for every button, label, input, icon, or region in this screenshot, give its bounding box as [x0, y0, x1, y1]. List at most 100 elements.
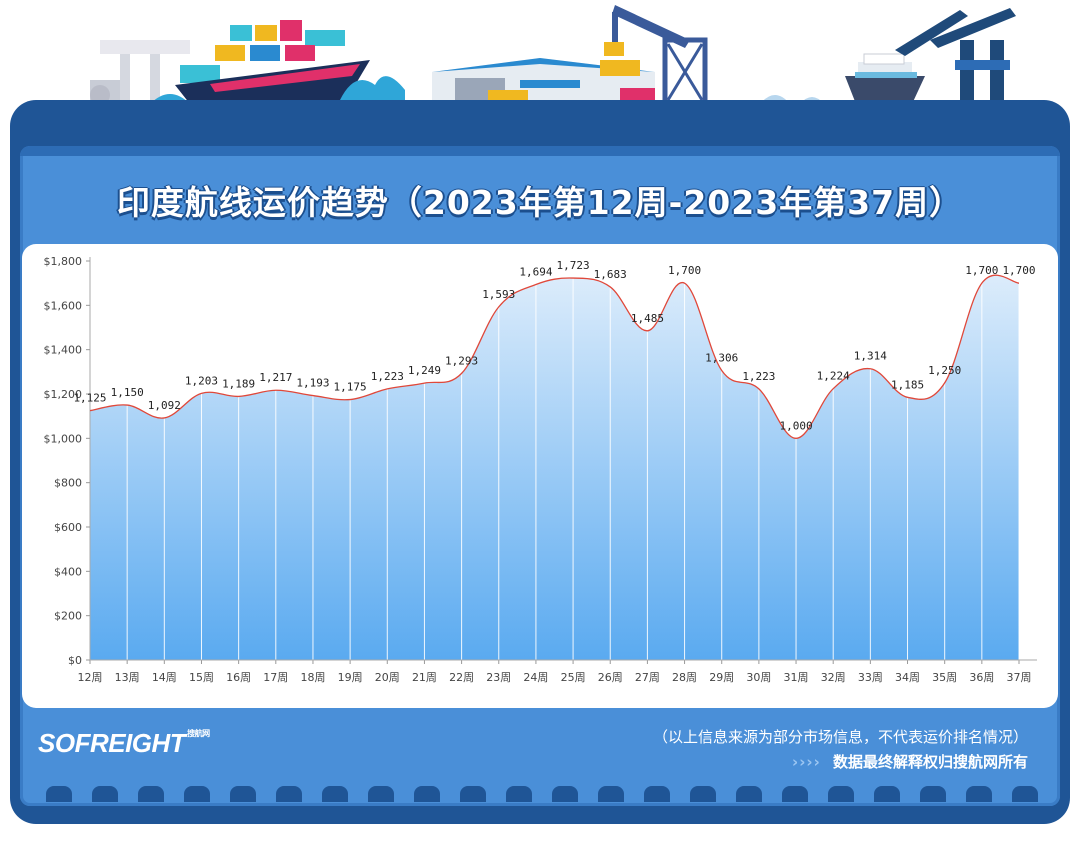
data-label: 1,700 — [668, 264, 701, 277]
data-label: 1,700 — [1002, 264, 1035, 277]
x-tick-label: 29周 — [709, 671, 734, 684]
page-title: 印度航线运价趋势（2023年第12周-2023年第37周） — [116, 183, 964, 222]
x-tick-label: 14周 — [152, 671, 177, 684]
x-tick-label: 12周 — [78, 671, 103, 684]
bottom-tab — [736, 786, 762, 802]
y-tick-label: $200 — [54, 610, 82, 623]
panel-top-band — [20, 146, 1060, 156]
y-tick-label: $800 — [54, 477, 82, 490]
x-tick-label: 35周 — [932, 671, 957, 684]
y-tick-label: $1,200 — [44, 388, 83, 401]
data-label: 1,723 — [557, 259, 590, 272]
bottom-tab — [874, 786, 900, 802]
x-tick-label: 32周 — [821, 671, 846, 684]
y-tick-label: $1,800 — [44, 255, 83, 268]
bottom-tab — [782, 786, 808, 802]
port-illustration — [90, 5, 1016, 107]
bottom-tab — [920, 786, 946, 802]
bottom-tab — [92, 786, 118, 802]
data-label: 1,700 — [965, 264, 998, 277]
bottom-tab — [138, 786, 164, 802]
y-tick-label: $600 — [54, 521, 82, 534]
y-tick-label: $0 — [68, 654, 82, 667]
brand-logo: SOFREIGHT 搜航网 — [38, 728, 210, 759]
gantry-crane-icon — [604, 5, 708, 107]
bottom-tab — [552, 786, 578, 802]
crane-right-icon — [895, 8, 1016, 104]
data-label: 1,000 — [779, 419, 812, 432]
x-tick-label: 19周 — [338, 671, 363, 684]
x-tick-label: 13周 — [115, 671, 140, 684]
data-label: 1,223 — [371, 370, 404, 383]
chevrons-icon: ›››› — [792, 753, 827, 771]
bottom-tab-row — [32, 786, 1048, 806]
x-tick-label: 16周 — [226, 671, 251, 684]
bottom-tab — [1012, 786, 1038, 802]
cargo-ship-icon — [175, 20, 370, 104]
copyright-text: 数据最终解释权归搜航网所有 — [832, 753, 1028, 771]
bottom-tab — [414, 786, 440, 802]
y-tick-label: $1,000 — [44, 432, 83, 445]
data-label: 1,150 — [111, 386, 144, 399]
x-tick-label: 23周 — [486, 671, 511, 684]
series-line — [89, 274, 1020, 439]
data-label: 1,694 — [519, 265, 552, 278]
x-tick-label: 30周 — [746, 671, 771, 684]
bottom-tab — [460, 786, 486, 802]
x-tick-label: 18周 — [300, 671, 325, 684]
y-tick-label: $1,600 — [44, 299, 83, 312]
data-label: 1,185 — [891, 378, 924, 391]
bottom-tab — [322, 786, 348, 802]
x-tick-label: 15周 — [189, 671, 214, 684]
data-label: 1,293 — [445, 354, 478, 367]
x-tick-label: 24周 — [523, 671, 548, 684]
data-label: 1,485 — [631, 312, 664, 325]
x-tick-label: 22周 — [449, 671, 474, 684]
x-tick-label: 21周 — [412, 671, 437, 684]
x-tick-label: 37周 — [1007, 671, 1032, 684]
y-tick-label: $400 — [54, 565, 82, 578]
bottom-tab — [690, 786, 716, 802]
bottom-tab — [184, 786, 210, 802]
bottom-tab — [230, 786, 256, 802]
bottom-tab — [644, 786, 670, 802]
data-label: 1,217 — [259, 371, 292, 384]
data-label: 1,189 — [222, 377, 255, 390]
data-label: 1,193 — [296, 377, 329, 390]
x-tick-label: 25周 — [561, 671, 586, 684]
x-tick-label: 17周 — [263, 671, 288, 684]
data-label: 1,593 — [482, 288, 515, 301]
data-label: 1,203 — [185, 374, 218, 387]
warehouse-icon — [432, 58, 655, 104]
data-label: 1,175 — [334, 381, 367, 394]
x-tick-label: 36周 — [969, 671, 994, 684]
cruise-ship-icon — [845, 53, 925, 104]
data-label: 1,306 — [705, 352, 738, 365]
x-tick-label: 34周 — [895, 671, 920, 684]
x-tick-label: 28周 — [672, 671, 697, 684]
x-tick-label: 27周 — [635, 671, 660, 684]
x-tick-label: 20周 — [375, 671, 400, 684]
data-label: 1,125 — [73, 392, 106, 405]
source-note: （以上信息来源为部分市场信息，不代表运价排名情况） — [652, 728, 1028, 746]
data-label: 1,249 — [408, 364, 441, 377]
bottom-tab — [966, 786, 992, 802]
x-tick-label: 26周 — [598, 671, 623, 684]
y-tick-label: $1,400 — [44, 344, 83, 357]
price-trend-chart: $0 $200 $400 $600 $800 $1,000 $1,200 $1,400 $1,6… — [44, 255, 1037, 684]
bottom-tab — [598, 786, 624, 802]
copyright-note: ›››› 数据最终解释权归搜航网所有 — [792, 751, 1028, 772]
x-tick-label: 31周 — [784, 671, 809, 684]
data-label: 1,250 — [928, 364, 961, 377]
bottom-tab — [828, 786, 854, 802]
data-label: 1,683 — [594, 268, 627, 281]
brand-sub: 搜航网 — [187, 729, 210, 738]
data-label: 1,223 — [742, 370, 775, 383]
data-label: 1,092 — [148, 399, 181, 412]
area-fill — [90, 275, 1019, 660]
bottom-tab — [46, 786, 72, 802]
x-tick-label: 33周 — [858, 671, 883, 684]
bottom-tab — [368, 786, 394, 802]
brand-name: SOFREIGHT — [38, 728, 186, 758]
data-label: 1,314 — [854, 350, 887, 363]
